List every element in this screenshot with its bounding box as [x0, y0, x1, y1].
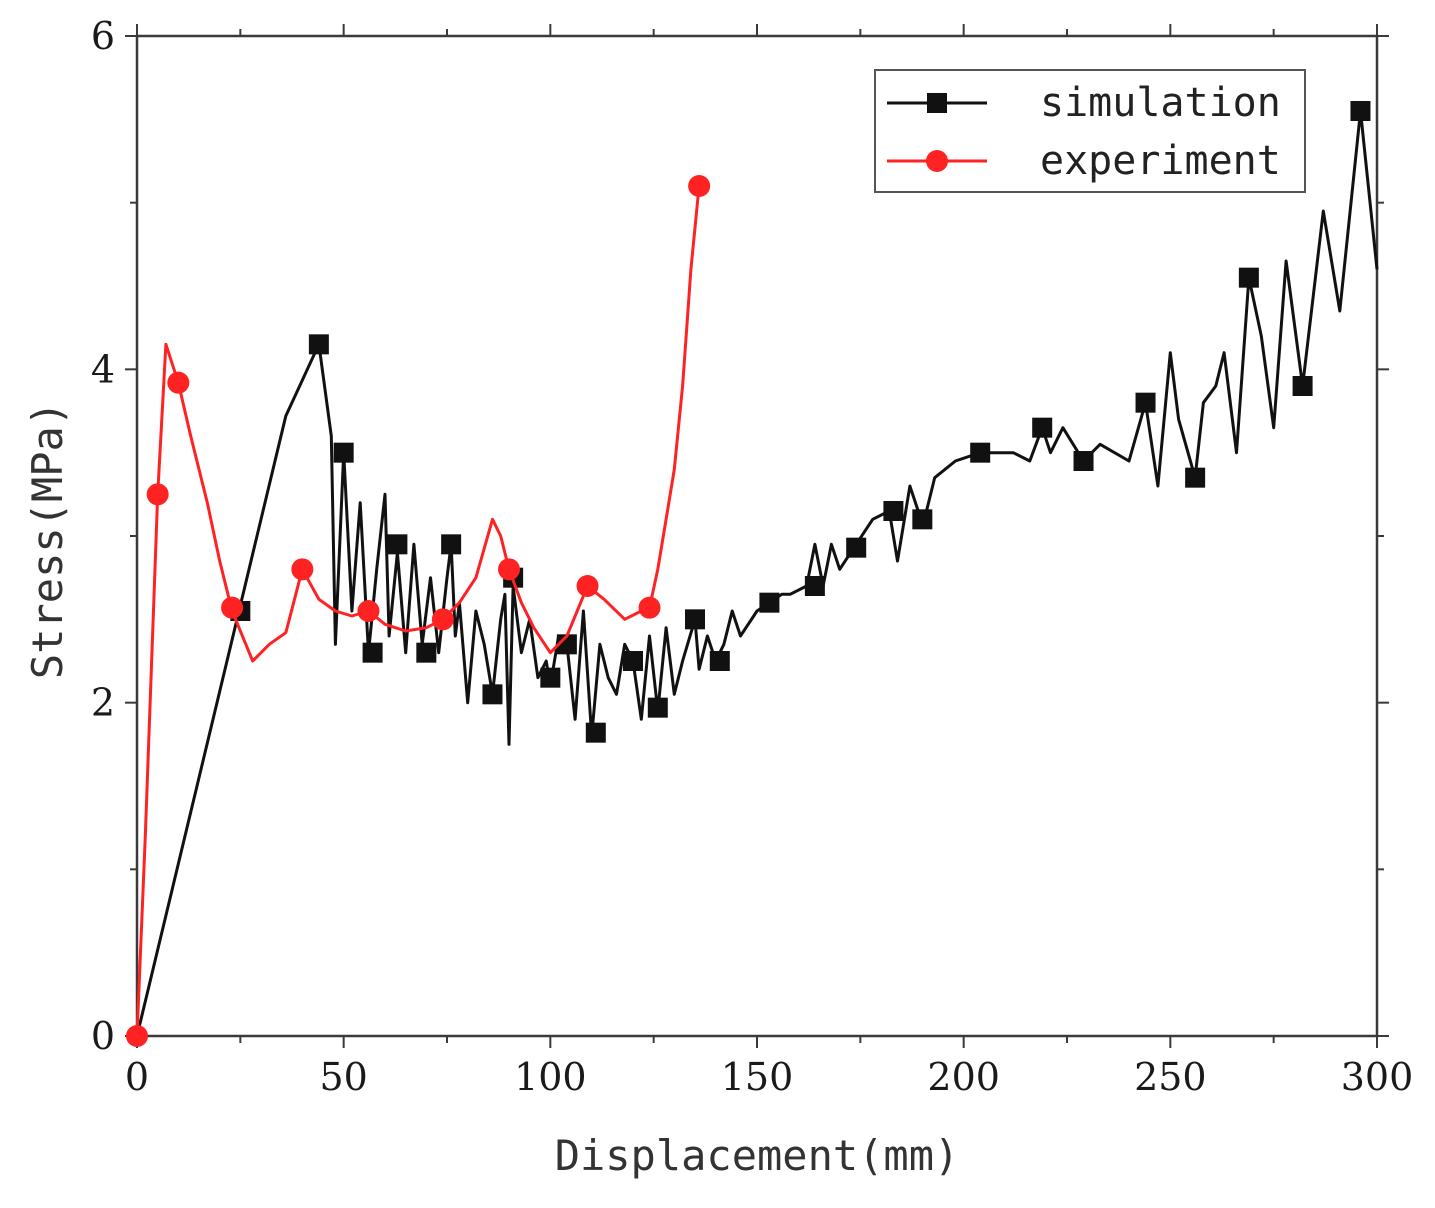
data-point-simulation [804, 576, 825, 596]
data-point-experiment [357, 600, 380, 622]
legend-label-simulation: simulation [1040, 80, 1281, 126]
legend-entry-experiment: experiment [887, 138, 1281, 184]
y-tick-label: 6 [91, 14, 115, 58]
data-point-simulation [912, 509, 933, 530]
data-point-simulation [1292, 376, 1313, 396]
data-point-experiment [431, 608, 454, 631]
data-point-simulation [1350, 101, 1371, 121]
data-point-experiment [146, 483, 169, 506]
data-point-simulation [970, 442, 991, 463]
y-tick-label: 2 [91, 681, 115, 725]
series-line-simulation [135, 109, 1379, 1037]
series-layer [126, 101, 1379, 1047]
data-point-simulation [1032, 417, 1053, 438]
data-point-simulation [1073, 451, 1094, 471]
legend-entry-simulation: simulation [887, 80, 1281, 126]
legend-marker-experiment [926, 150, 948, 172]
x-tick-label: 50 [319, 1055, 367, 1099]
data-point-simulation [1135, 392, 1156, 413]
data-point-simulation [540, 667, 561, 688]
data-point-simulation [1185, 467, 1206, 488]
x-tick-label: 200 [927, 1055, 1000, 1099]
data-point-simulation [416, 642, 437, 663]
data-point-experiment [126, 1025, 148, 1047]
y-tick-label: 0 [91, 1014, 115, 1058]
data-point-simulation [482, 684, 503, 705]
legend-label-experiment: experiment [1040, 138, 1281, 184]
x-tick-label: 250 [1134, 1055, 1207, 1099]
data-point-experiment [167, 371, 190, 394]
data-point-experiment [638, 596, 661, 619]
data-point-simulation [387, 534, 408, 555]
data-point-simulation [441, 534, 462, 555]
axis-ticks [125, 24, 1389, 1048]
series-simulation [135, 101, 1379, 1037]
legend: simulation experiment [874, 69, 1306, 193]
data-point-experiment [498, 558, 520, 581]
y-tick-label: 4 [91, 347, 115, 391]
y-axis-title: Stress(MPa) [23, 401, 72, 679]
data-point-simulation [362, 642, 383, 663]
data-point-experiment [291, 558, 314, 581]
x-tick-label: 150 [721, 1055, 794, 1099]
x-axis-title: Displacement(mm) [555, 1131, 960, 1180]
legend-marker-simulation [927, 93, 947, 113]
data-point-simulation [623, 651, 643, 671]
data-point-simulation [759, 592, 780, 613]
data-point-experiment [576, 575, 599, 597]
data-point-simulation [709, 651, 730, 671]
data-point-simulation [585, 722, 606, 743]
data-point-simulation [846, 537, 867, 558]
axis-labels: 0 50 100 150 200 250 300 0 2 4 6 Displacement(mm) St… [23, 14, 1413, 1180]
data-point-simulation [333, 442, 354, 463]
series-experiment [126, 175, 711, 1047]
data-point-simulation [883, 501, 904, 521]
data-point-experiment [688, 175, 711, 197]
x-tick-label: 300 [1341, 1055, 1414, 1099]
x-tick-label: 0 [125, 1055, 149, 1099]
data-point-simulation [685, 609, 705, 630]
data-point-experiment [221, 596, 244, 619]
data-point-simulation [1238, 267, 1259, 288]
x-tick-label: 100 [514, 1055, 587, 1099]
legend-box [874, 69, 1306, 193]
data-point-simulation [308, 334, 329, 355]
data-point-simulation [647, 697, 668, 718]
